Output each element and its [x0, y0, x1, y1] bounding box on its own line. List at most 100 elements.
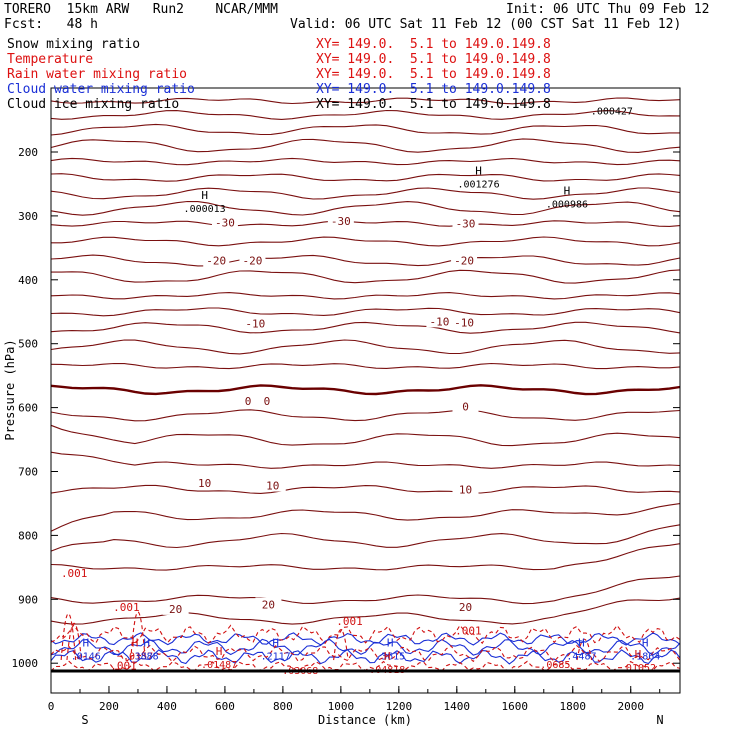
isotherm: [50, 524, 681, 552]
label-background: [242, 316, 269, 330]
high-marker: H: [82, 637, 89, 650]
x-tick-label: 0: [48, 700, 55, 713]
isotherm: [50, 339, 681, 355]
y-axis-label: Pressure (hPa): [3, 339, 17, 440]
isotherm: [50, 484, 681, 494]
high-marker: H: [143, 637, 150, 650]
isotherm: [50, 543, 681, 571]
x-tick-label: 1400: [444, 700, 471, 713]
high-value: .000986: [546, 200, 588, 211]
high-marker: H: [564, 185, 571, 198]
temperature-label: 0: [245, 395, 252, 408]
isotherm: [50, 362, 681, 370]
legend-temperature-xy: XY= 149.0. 5.1 to 149.0.149.8: [316, 52, 551, 67]
rain-contour: [50, 624, 681, 645]
x-tick-label: 1000: [328, 700, 355, 713]
isotherm: [50, 220, 681, 227]
init-time: Init: 06 UTC Thu 09 Feb 12: [506, 2, 710, 17]
north-label: N: [656, 713, 663, 727]
x-tick-label: 200: [99, 700, 119, 713]
isotherm: [50, 200, 681, 216]
high-value: .0146: [71, 652, 101, 663]
high-value: .01052: [620, 663, 656, 674]
axes: 0 200 400 600 800 1000 1200 1400 1600 1800 2000200…: [3, 87, 681, 727]
high-value: .4487: [566, 652, 596, 663]
isotherm: [50, 97, 681, 105]
legend-temperature: Temperature: [7, 52, 94, 67]
isotherm: [50, 503, 681, 532]
x-tick-label: 1600: [502, 700, 529, 713]
isotherm: [50, 157, 681, 166]
y-tick-label: 1000: [12, 657, 39, 670]
temperature-label: -10: [454, 317, 474, 330]
label-background: [451, 315, 478, 329]
model-title: TORERO 15km ARW Run2 NCAR/MMM: [4, 2, 278, 17]
y-tick-label: 700: [18, 466, 38, 479]
legend-rain: Rain water mixing ratio: [7, 67, 188, 82]
legend-cloud-water-xy: XY= 149.0. 5.1 to 149.0.149.8: [316, 82, 551, 97]
x-tick-label: 1200: [386, 700, 413, 713]
legend-snow-xy: XY= 149.0. 5.1 to 149.0.149.8: [316, 37, 551, 52]
label-background: [259, 478, 286, 492]
south-label: S: [81, 713, 88, 727]
rain-shower-contour: [130, 611, 146, 661]
high-marker: H: [642, 637, 649, 650]
label-background: [203, 253, 230, 267]
rain-contour: [50, 644, 681, 663]
high-value: .01487: [201, 660, 237, 671]
x-tick-label: 400: [157, 700, 177, 713]
isotherm: [50, 254, 681, 267]
label-background: [211, 215, 238, 229]
high-marker: H: [132, 637, 139, 650]
isotherm: [50, 409, 681, 422]
rain-label: .001: [61, 567, 88, 580]
isotherm: [51, 236, 681, 247]
temperature-contours: [50, 97, 681, 625]
rain-shower-contour: [66, 623, 82, 661]
label-background: [191, 476, 218, 490]
high-value: 3888: [135, 652, 159, 663]
cloud-water-contour: [50, 638, 681, 656]
high-value: .1864: [630, 652, 660, 663]
label-background: [452, 216, 479, 230]
isotherm: [50, 123, 680, 136]
rain-shower-contour: [576, 638, 593, 661]
high-value: .000013: [184, 204, 226, 215]
label-background: [162, 601, 189, 615]
legend-snow: Snow mixing ratio: [7, 37, 141, 52]
legend-cloud-ice-xy: XY= 149.0. 5.1 to 149.0.149.8: [316, 97, 551, 112]
isotherm: [50, 321, 681, 334]
rain-label: .001: [336, 615, 363, 628]
temperature-label: 10: [266, 480, 279, 493]
isotherm: [51, 269, 681, 284]
label-background: [255, 597, 282, 611]
temperature-label: 20: [459, 601, 472, 614]
high-marker: H: [201, 189, 208, 202]
isotherm: [50, 451, 681, 469]
high-marker: H: [578, 637, 585, 650]
y-tick-label: 900: [18, 593, 38, 606]
temperature-label: -20: [243, 255, 263, 268]
temperature-label: -10: [429, 315, 449, 328]
high-marker: H: [387, 637, 394, 650]
rain-label: .001: [113, 601, 140, 614]
temperature-label: -30: [215, 216, 235, 229]
x-tick-label: 800: [273, 700, 293, 713]
legend-cloud-ice: Cloud ice mixing ratio: [7, 97, 180, 112]
y-tick-label: 600: [18, 402, 38, 415]
high-marker: H: [272, 637, 279, 650]
x-axis-label: Distance (km): [318, 713, 412, 727]
temperature-label: -20: [206, 255, 226, 268]
isotherm: [50, 307, 681, 317]
isotherm: [50, 187, 681, 200]
isotherm: [50, 292, 681, 300]
rain-label: .001: [455, 624, 482, 637]
high-value: .000427: [591, 106, 633, 117]
high-marker: H: [475, 164, 482, 177]
temperature-label: -30: [456, 218, 476, 231]
label-background: [253, 394, 280, 408]
cloud-water-contour: [50, 648, 681, 665]
rain-label: .001: [110, 660, 137, 673]
